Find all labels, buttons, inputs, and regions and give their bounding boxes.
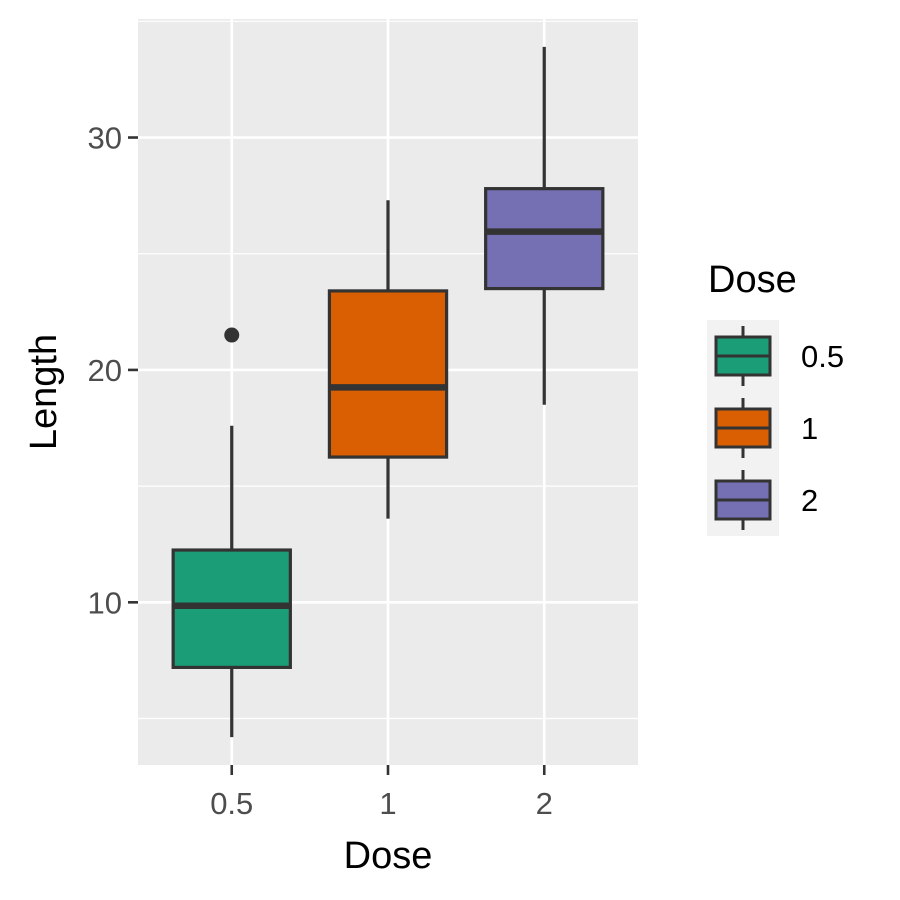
box-0.5 bbox=[171, 327, 292, 738]
legend-entry-1: 1 bbox=[714, 398, 818, 458]
y-tick-label: 30 bbox=[88, 121, 122, 156]
box-1 bbox=[327, 200, 449, 519]
legend-label: 0.5 bbox=[801, 339, 844, 374]
legend-label: 1 bbox=[801, 411, 818, 446]
legend: Dose 0.5 1 2 bbox=[707, 259, 844, 536]
legend-title: Dose bbox=[708, 259, 797, 301]
x-tick-label: 0.5 bbox=[210, 786, 253, 821]
y-tick-label: 10 bbox=[88, 585, 122, 620]
box-iqr bbox=[327, 289, 449, 459]
legend-entry-0.5: 0.5 bbox=[714, 326, 844, 386]
x-axis-title: Dose bbox=[344, 835, 433, 877]
box-iqr bbox=[484, 187, 605, 291]
legend-label: 2 bbox=[801, 483, 818, 518]
boxes bbox=[171, 46, 605, 738]
y-tick-label: 20 bbox=[88, 353, 122, 388]
y-axis-title: Length bbox=[23, 334, 65, 450]
axes: 10 20 30 0.5 1 2 bbox=[88, 121, 553, 821]
box-2 bbox=[484, 46, 605, 405]
outlier-point bbox=[224, 327, 240, 343]
legend-entry-2: 2 bbox=[714, 470, 818, 530]
x-tick-label: 1 bbox=[379, 786, 396, 821]
x-tick-label: 2 bbox=[536, 786, 553, 821]
